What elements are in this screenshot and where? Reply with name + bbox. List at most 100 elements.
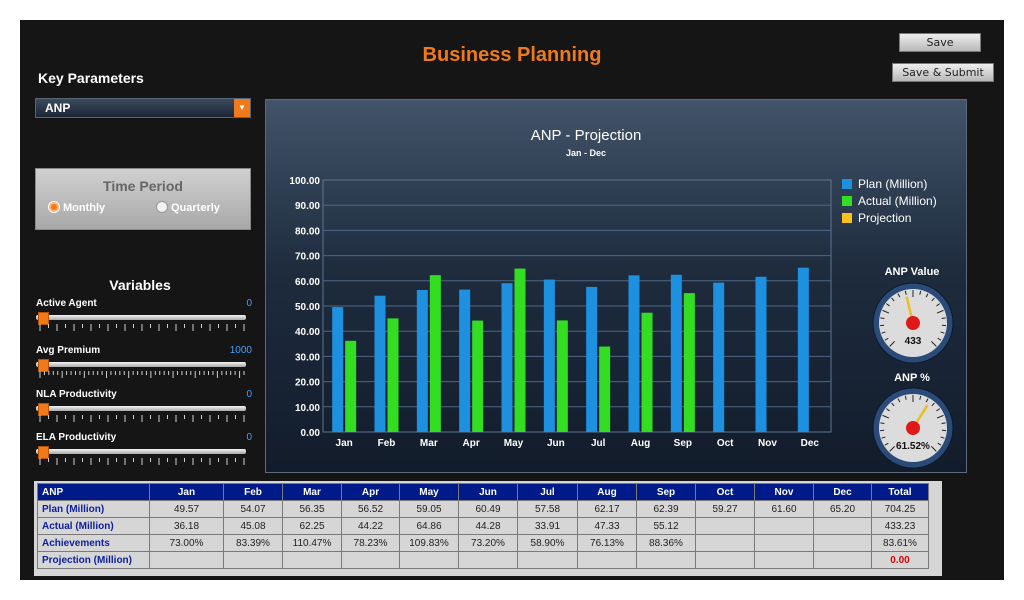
table-cell: 54.07 [223, 500, 283, 518]
gauge-tick [925, 398, 929, 403]
radio-selected-icon [48, 201, 60, 213]
column-header: Total [871, 483, 929, 501]
table-cell: 59.27 [695, 500, 755, 518]
slider-thumb[interactable] [38, 359, 49, 372]
radio-quarterly[interactable]: Quarterly [156, 201, 220, 214]
gauge-tick [936, 414, 944, 419]
bar-plan [543, 279, 555, 432]
x-tick-label: Jun [547, 438, 565, 449]
table-cell [813, 551, 872, 569]
gauge-tick [881, 436, 886, 439]
table-cell: 56.52 [341, 500, 400, 518]
gauge-tick [931, 402, 935, 407]
time-period-panel: Time Period Monthly Quarterly [35, 168, 251, 230]
gauge-tick [937, 337, 942, 341]
slider-ticks [39, 324, 245, 331]
row-label: Achievements [37, 534, 150, 552]
gauge-tick [936, 303, 940, 307]
anp-table: ANP Jan Feb Mar Apr May Jun Jul Aug Sep Oct Nov Dec T… [37, 483, 929, 569]
table-cell: 47.33 [577, 517, 637, 535]
gauge-tick [941, 422, 946, 424]
column-header: Aug [577, 483, 637, 501]
gauge-tick [937, 442, 942, 446]
gauge-tick [881, 331, 886, 334]
y-tick-label: 10.00 [295, 403, 320, 414]
bar-plan [797, 267, 809, 432]
x-tick-label: Oct [717, 438, 734, 449]
x-tick-label: Nov [758, 438, 777, 449]
y-tick-label: 60.00 [295, 277, 320, 288]
column-header: Jan [149, 483, 224, 501]
x-tick-label: Sep [674, 438, 692, 449]
legend-swatch [842, 196, 852, 206]
table-cell: 62.17 [577, 500, 637, 518]
table-cell [754, 551, 814, 569]
column-header: Oct [695, 483, 755, 501]
slider-ticks [39, 458, 245, 465]
page-title: Business Planning [422, 44, 602, 66]
bar-plan [501, 283, 513, 432]
radio-unselected-icon [156, 201, 168, 213]
table-cell [458, 551, 518, 569]
bar-actual [387, 318, 399, 432]
gauge-tick [897, 398, 901, 403]
column-header: May [399, 483, 459, 501]
bar-plan [628, 275, 640, 432]
gauge-tick [931, 341, 937, 347]
slider-thumb[interactable] [38, 312, 49, 325]
gauge-anp-percent: 61.52% [872, 387, 954, 469]
slider-thumb[interactable] [38, 446, 49, 459]
radio-monthly[interactable]: Monthly [48, 201, 105, 214]
y-tick-label: 100.00 [289, 176, 320, 187]
table-cell: 62.25 [282, 517, 342, 535]
legend-label: Actual (Million) [858, 194, 937, 208]
row-label: Plan (Million) [37, 500, 150, 518]
slider-value: 0 [246, 298, 252, 309]
slider-track[interactable] [36, 315, 246, 320]
table-cell: 36.18 [149, 517, 224, 535]
table-cell: 61.60 [754, 500, 814, 518]
gauge-tick [904, 290, 907, 295]
column-header: Apr [341, 483, 400, 501]
gauge-value: 433 [905, 336, 922, 347]
bar-plan [332, 307, 344, 432]
gauge-tick [891, 402, 895, 407]
table-cell [695, 517, 755, 535]
slider-active-agent: Active Agent 0 [36, 298, 252, 342]
slider-track[interactable] [36, 406, 246, 411]
save-submit-button[interactable]: Save & Submit [892, 63, 994, 82]
slider-thumb[interactable] [38, 403, 49, 416]
slider-track[interactable] [36, 362, 246, 367]
row-label: ANP [37, 483, 150, 501]
x-tick-label: Dec [801, 438, 820, 449]
table-cell [754, 517, 814, 535]
gauge-tick [936, 309, 944, 314]
key-parameters-label: Key Parameters [38, 70, 144, 86]
slider-track[interactable] [36, 449, 246, 454]
x-tick-label: Mar [420, 438, 438, 449]
x-tick-label: Aug [631, 438, 650, 449]
bar-actual [599, 346, 611, 432]
slider-label: NLA Productivity [36, 389, 117, 400]
bar-actual [514, 268, 526, 432]
gauge-tick [925, 293, 929, 298]
gauge-hub [906, 316, 920, 330]
key-parameter-select[interactable]: ANP ▼ [35, 98, 251, 118]
table-cell [754, 534, 814, 552]
x-tick-label: Feb [378, 438, 396, 449]
legend-label: Plan (Million) [858, 177, 927, 191]
table-cell [695, 551, 755, 569]
table-cell: 57.58 [517, 500, 578, 518]
table-cell: 76.13% [577, 534, 637, 552]
table-row-achievements: Achievements 73.00% 83.39% 110.47% 78.23% 109… [37, 534, 929, 552]
table-cell: 55.12 [636, 517, 696, 535]
chevron-down-icon[interactable]: ▼ [234, 99, 250, 117]
table-cell: 62.39 [636, 500, 696, 518]
anp-projection-chart: ANP - Projection Jan - Dec 0.00 10.00 20.00 3… [289, 127, 937, 449]
bar-plan [670, 274, 682, 432]
table-cell: 83.61% [871, 534, 929, 552]
save-button[interactable]: Save [899, 33, 981, 52]
table-cell: 44.28 [458, 517, 518, 535]
radio-quarterly-label: Quarterly [171, 202, 220, 214]
variables-heading: Variables [109, 277, 171, 293]
